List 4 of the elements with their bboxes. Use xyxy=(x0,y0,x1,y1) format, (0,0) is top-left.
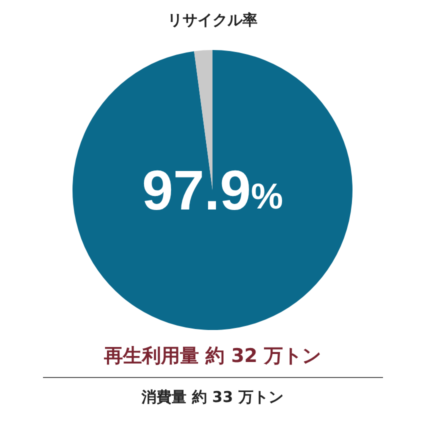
chart-title: リサイクル率 xyxy=(168,11,258,29)
data-label: 97.9% xyxy=(142,158,284,222)
text: 再生利用量 約 32 万トン xyxy=(42,343,382,378)
text: 消費量 約 33 万トン xyxy=(140,388,284,407)
